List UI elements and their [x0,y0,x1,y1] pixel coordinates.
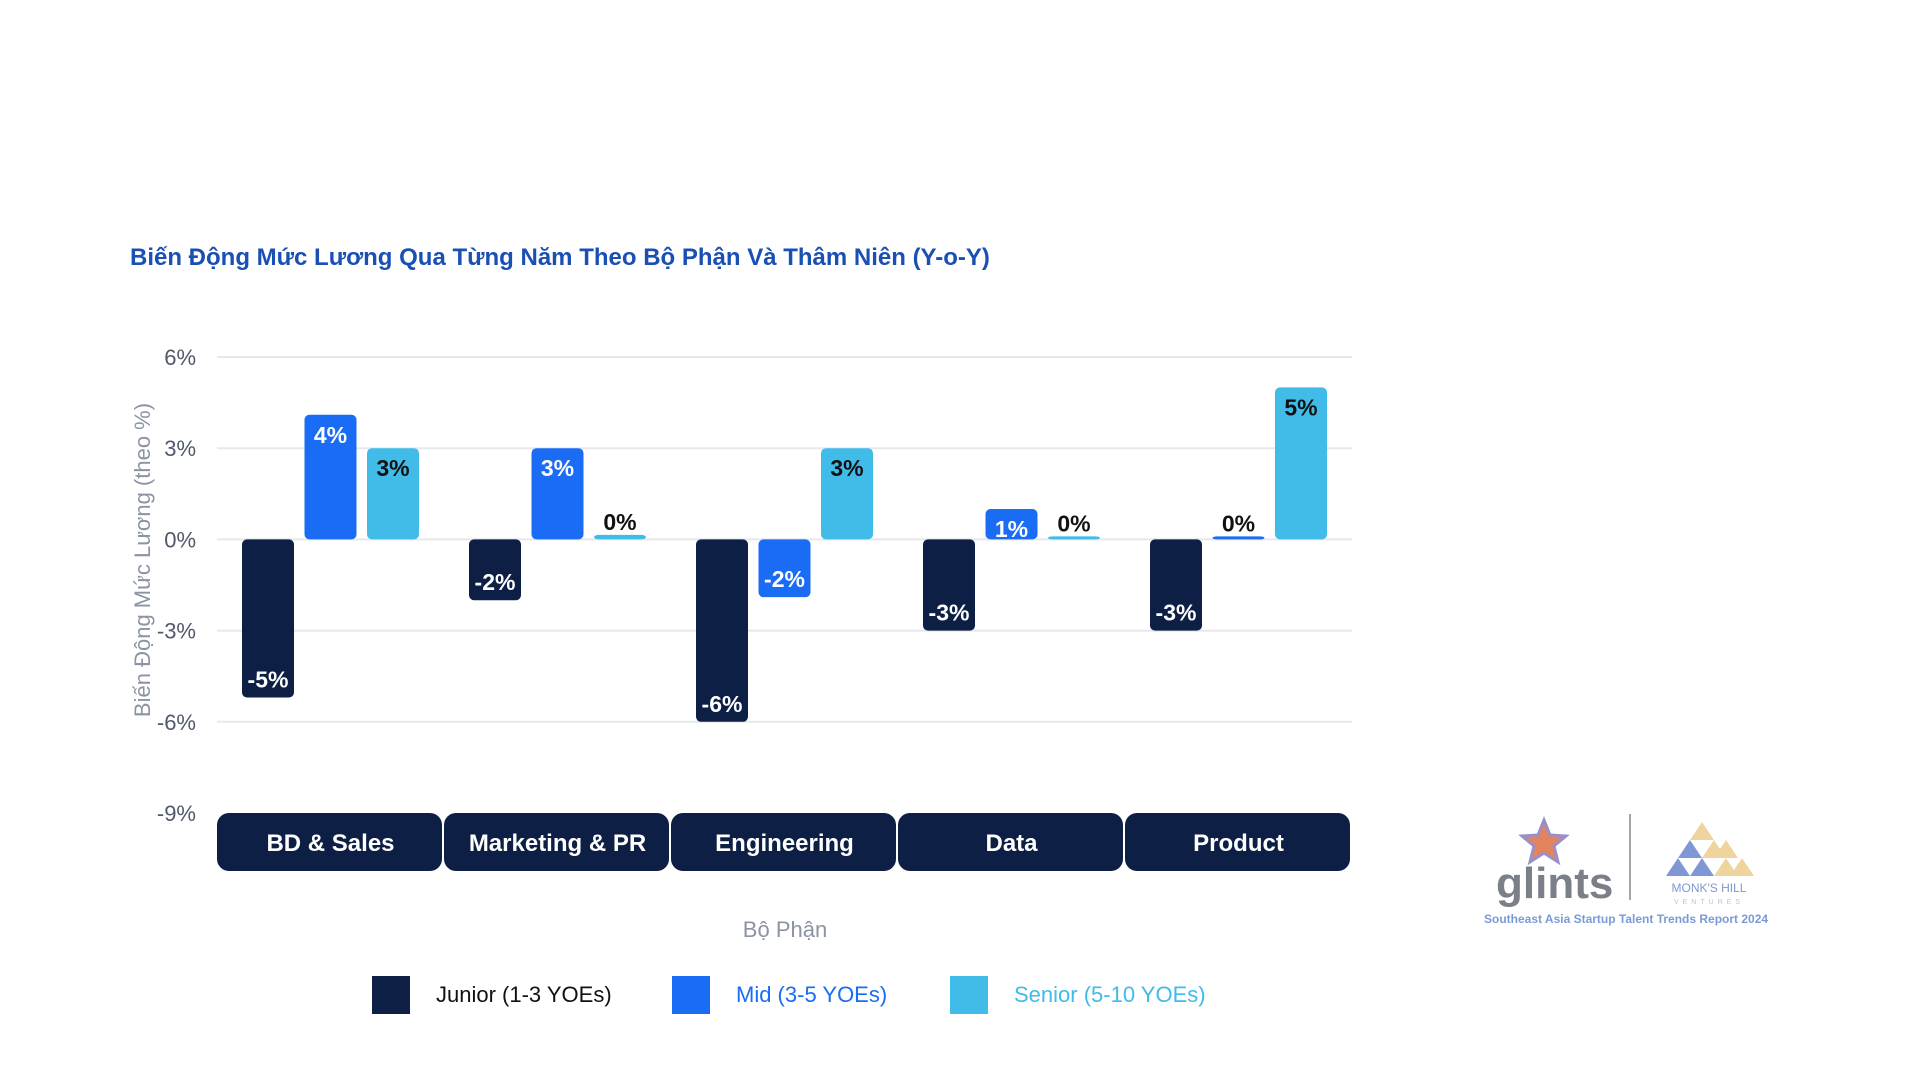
legend-item-mid: Mid (3-5 YOEs) [672,976,887,1014]
report-title: Southeast Asia Startup Talent Trends Rep… [1484,912,1769,926]
y-tick-label: -3% [157,619,196,644]
y-tick-label: 3% [164,436,196,461]
bar-junior [1150,539,1202,631]
bar-senior [1275,387,1327,540]
bar-junior [696,539,748,722]
legend-label-mid: Mid (3-5 YOEs) [736,982,888,1007]
x-tick-label: Product [1193,830,1284,857]
bar-junior [923,539,975,631]
category-band [217,813,442,871]
glints-wordmark: glints [1496,859,1613,908]
brand-logos: glints MONK'S HILL VENTURES [1496,814,1754,908]
x-tick-label: Data [985,830,1038,857]
monks-hill-wordmark: MONK'S HILL [1672,881,1747,895]
x-tick-label: Marketing & PR [469,830,646,857]
bar-senior [594,534,646,540]
chart-title: Biến Động Mức Lương Qua Từng Năm Theo Bộ… [130,244,990,271]
data-label: 3% [541,455,574,481]
y-axis-ticks: 6% 3% 0% -3% -6% -9% [157,345,196,826]
data-label: 5% [1284,394,1317,420]
data-label: -5% [248,666,289,692]
bar-mid [758,539,811,598]
data-label: 3% [376,455,409,481]
data-label: 0% [1222,510,1255,536]
legend-item-senior: Senior (5-10 YOEs) [950,976,1206,1014]
bar-mid [1212,536,1265,540]
x-tick-label: BD & Sales [266,830,394,857]
category-band [671,813,896,871]
legend-item-junior: Junior (1-3 YOEs) [372,976,612,1014]
data-label: 1% [995,516,1028,542]
legend-label-senior: Senior (5-10 YOEs) [1014,982,1206,1007]
data-label: -3% [929,600,970,626]
data-label: -2% [475,569,516,595]
bars: -5% 4% 3% -2% 3% 0% -6% -2% 3% -3% 1% 0% -3% 0% 5% [242,387,1327,722]
bar-mid [531,448,584,540]
category-bands: BD & Sales Marketing & PR Engineering Data P… [217,813,1350,871]
data-label: 0% [603,509,636,535]
y-tick-label: -9% [157,801,196,826]
bar-junior [469,539,521,601]
x-axis-label: Bộ Phận [743,917,827,942]
data-label: -6% [702,691,743,717]
bar-junior [242,539,294,698]
bar-mid [304,414,357,540]
data-label: 3% [830,455,863,481]
x-tick-label: Engineering [715,830,854,857]
y-axis-label: Biến Động Mức Lương (theo %) [130,403,155,717]
category-band [1125,813,1350,871]
data-label: 0% [1057,510,1090,536]
y-tick-label: 0% [164,527,196,552]
y-tick-label: -6% [157,710,196,735]
legend-swatch-junior [372,976,410,1014]
legend-label-junior: Junior (1-3 YOEs) [436,982,612,1007]
data-label: -3% [1156,600,1197,626]
legend-swatch-mid [672,976,710,1014]
bar-mid [985,509,1038,540]
glints-star-icon [1518,815,1570,866]
bar-senior [821,448,873,540]
bar-senior [1048,536,1100,540]
category-band [444,813,669,871]
legend-swatch-senior [950,976,988,1014]
bar-senior [367,448,419,540]
monks-hill-subtitle: VENTURES [1674,899,1744,906]
data-label: 4% [314,422,347,448]
data-label: -2% [764,566,805,592]
monks-hill-triangles-icon [1666,822,1754,876]
category-band [898,813,1123,871]
y-tick-label: 6% [164,345,196,370]
